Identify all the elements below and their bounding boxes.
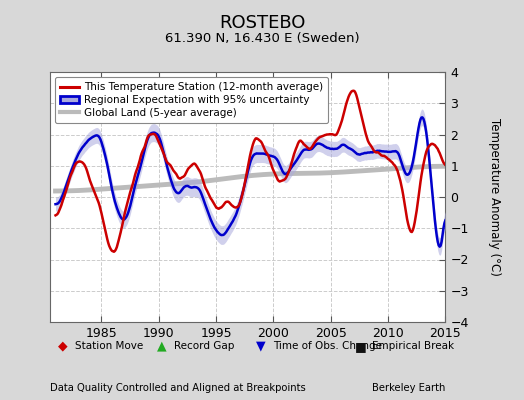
Text: Time of Obs. Change: Time of Obs. Change <box>274 341 383 351</box>
Text: Record Gap: Record Gap <box>174 341 235 351</box>
Text: ▲: ▲ <box>157 340 166 353</box>
Text: Empirical Break: Empirical Break <box>372 341 454 351</box>
Text: ▼: ▼ <box>256 340 265 353</box>
Text: ROSTEBO: ROSTEBO <box>219 14 305 32</box>
Text: ■: ■ <box>354 340 366 353</box>
Text: ◆: ◆ <box>58 340 67 353</box>
Text: Station Move: Station Move <box>75 341 144 351</box>
Text: Data Quality Controlled and Aligned at Breakpoints: Data Quality Controlled and Aligned at B… <box>50 383 305 393</box>
Text: 61.390 N, 16.430 E (Sweden): 61.390 N, 16.430 E (Sweden) <box>165 32 359 45</box>
Text: Berkeley Earth: Berkeley Earth <box>372 383 445 393</box>
Legend: This Temperature Station (12-month average), Regional Expectation with 95% uncer: This Temperature Station (12-month avera… <box>55 77 329 123</box>
Y-axis label: Temperature Anomaly (°C): Temperature Anomaly (°C) <box>488 118 501 276</box>
